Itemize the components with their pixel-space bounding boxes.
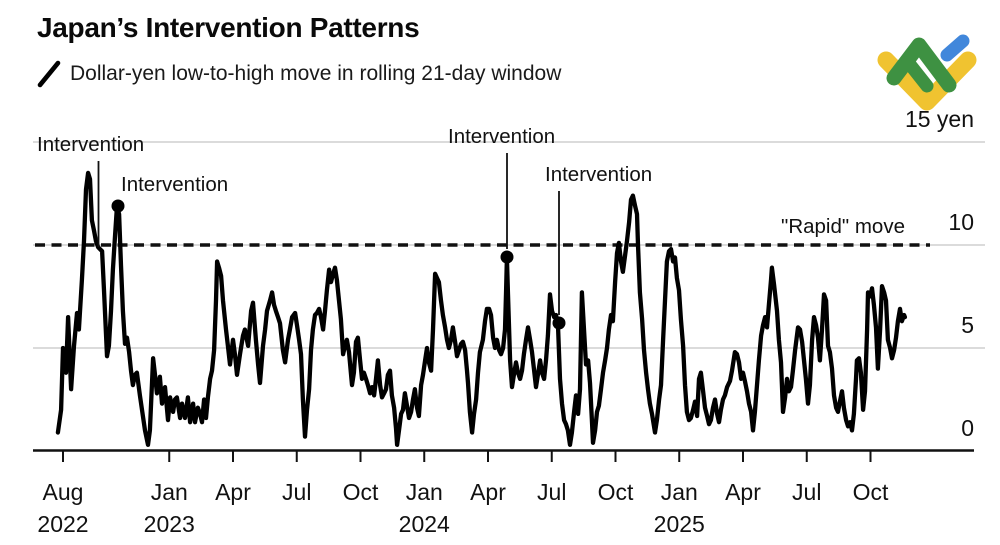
x-tick-label: Jul [792,479,821,505]
x-tick-label: Oct [598,479,634,505]
litefinance-logo-blue-tip [940,34,970,62]
intervention-dot [111,199,125,213]
x-tick-label: Aug [43,479,84,505]
intervention-label: Intervention [37,133,144,156]
y-tick-label: 15 yen [905,106,974,132]
intervention-dot [552,316,566,330]
chart-legend: Dollar-yen low-to-high move in rolling 2… [37,60,561,88]
rapid-move-label: "Rapid" move [781,215,905,238]
x-tick-year-label: 2025 [654,511,705,537]
intervention-label: Intervention [121,173,228,196]
series-line [55,170,908,447]
litefinance-logo-green-bar [901,55,934,93]
x-tick-label: Apr [470,479,506,505]
x-tick-label: Jan [406,479,443,505]
chart-title: Japan’s Intervention Patterns [37,12,420,43]
x-tick-label: Apr [215,479,251,505]
intervention-label: Intervention [545,163,652,186]
x-tick-year-label: 2024 [399,511,450,537]
x-tick-label: Apr [725,479,761,505]
series-line-glyph [37,60,61,88]
y-tick-label: 10 [948,209,974,235]
y-tick-label: 5 [961,312,974,338]
x-tick-label: Oct [343,479,379,505]
x-tick-year-label: 2023 [144,511,195,537]
x-tick-label: Jan [661,479,698,505]
x-tick-label: Jan [151,479,188,505]
intervention-label: Intervention [448,125,555,148]
chart-subtitle: Dollar-yen low-to-high move in rolling 2… [70,62,562,85]
x-tick-year-label: 2022 [37,511,88,537]
intervention-dot [500,250,514,264]
x-tick-label: Oct [853,479,889,505]
x-tick-label: Jul [282,479,311,505]
y-tick-label: 0 [961,415,974,441]
litefinance-logo-green-mark [886,37,957,93]
x-tick-label: Jul [537,479,566,505]
